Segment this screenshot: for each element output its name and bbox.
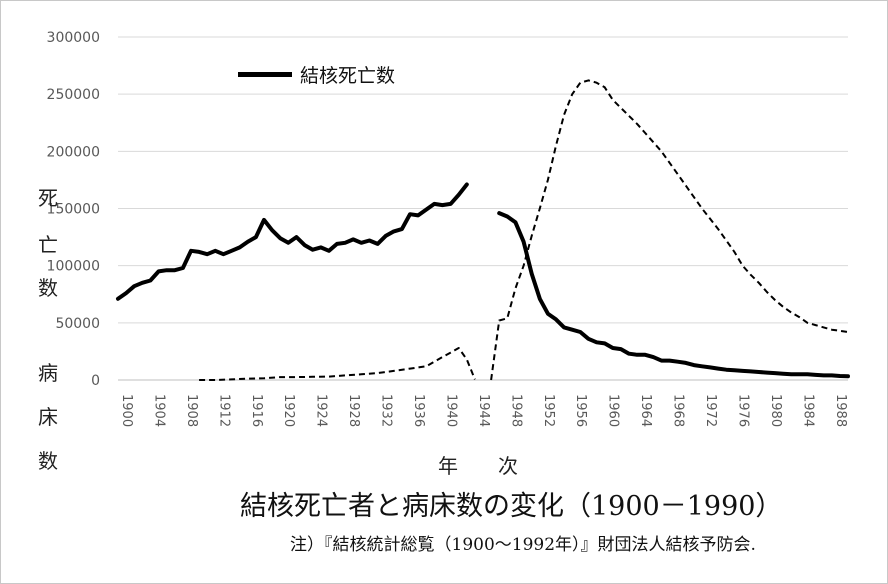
x-tick-label: 1928 [346,394,361,427]
x-axis-ticks: 1900 1904 1908 1912 1916 1920 1924 1928 1932 1936… [119,394,848,427]
x-tick-label: 1932 [379,394,394,427]
gridlines [118,36,848,381]
x-axis-label: 年 次 [438,454,528,478]
series-lines [116,79,850,381]
x-tick-label: 1952 [541,394,556,427]
legend-label: 結核死亡数 [300,64,396,87]
series-line-death-segment-2 [497,211,850,379]
x-tick-label: 1988 [833,394,848,427]
y-tick-label: 0 [91,373,100,389]
x-tick-label: 1916 [249,394,264,427]
x-tick-label: 1984 [800,394,815,427]
y-tick-label: 150000 [47,202,100,218]
x-tick-label: 1972 [703,394,718,427]
x-tick-label: 1900 [119,394,134,427]
chart-title: 結核死亡者と病床数の変化（1900－1990） [240,491,783,522]
x-tick-label: 1904 [151,394,166,427]
x-tick-label: 1944 [476,394,491,427]
series-line-death-segment-1 [116,182,469,301]
y-axis-ticks: 0 50000 100000 150000 200000 250000 300000 [47,30,100,389]
x-tick-label: 1920 [281,394,296,427]
y-tick-label: 300000 [47,30,100,46]
x-tick-label: 1964 [638,394,653,427]
x-tick-label: 1912 [216,394,231,427]
legend-swatch-solid [238,71,292,77]
x-tick-label: 1924 [314,394,329,427]
x-tick-label: 1936 [411,394,426,427]
source-note: 注）『結核統計総覧（1900～1992年）』財団法人結核予防会. [290,535,756,555]
ylabel-bottom-char-2: 床 [38,405,58,429]
y-tick-label: 250000 [47,87,100,103]
x-tick-label: 1976 [735,394,750,427]
y-tick-label: 100000 [47,259,100,275]
x-tick-label: 1940 [443,394,458,427]
x-tick-label: 1968 [671,394,686,427]
ylabel-bottom-char-1: 病 [38,361,58,385]
y-tick-label: 200000 [47,144,100,160]
series-line-beds-segment-2 [490,79,849,381]
x-tick-label: 1960 [606,394,621,427]
y-tick-label: 50000 [55,316,100,332]
ylabel-top-char-1: 死 [38,186,58,210]
series-line-beds-segment-1 [199,347,476,381]
x-tick-label: 1948 [508,394,523,427]
x-tick-label: 1908 [184,394,199,427]
ylabel-top-char-2: 亡 [38,233,58,257]
ylabel-bottom-char-3: 数 [38,449,58,473]
x-tick-label: 1980 [768,394,783,427]
legend: 結核死亡数 [238,62,396,87]
ylabel-top-char-3: 数 [38,276,58,300]
x-tick-label: 1956 [573,394,588,427]
